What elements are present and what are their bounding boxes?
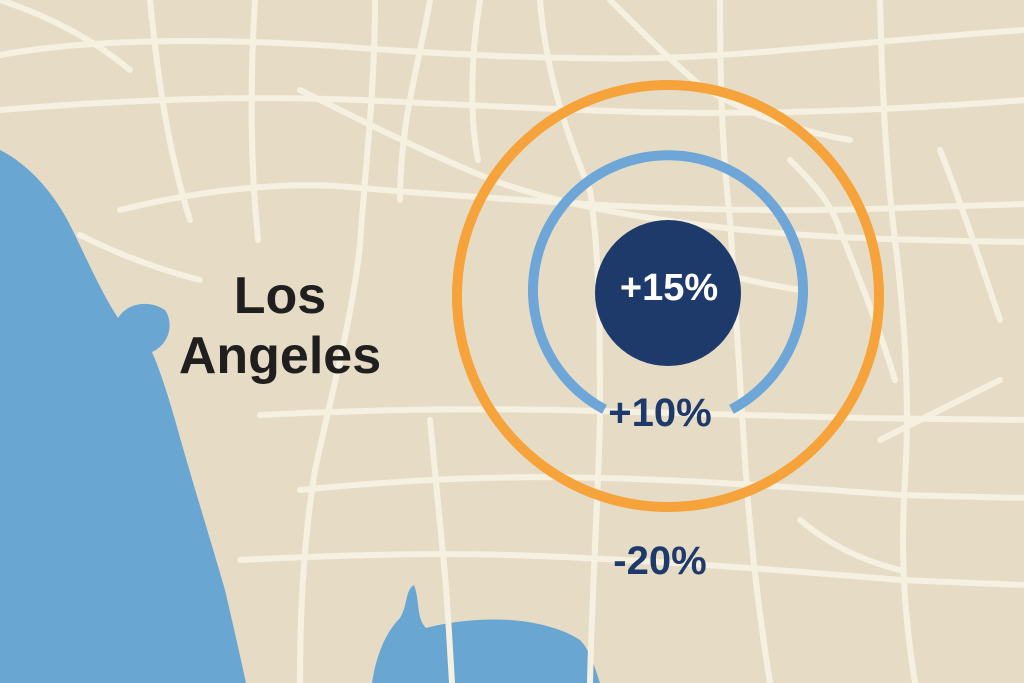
ocean-water bbox=[0, 150, 246, 683]
city-label: Los Angeles bbox=[150, 266, 410, 386]
city-label-line1: Los bbox=[233, 267, 327, 325]
inner-zone-marker bbox=[595, 220, 741, 366]
outer-zone-label: -20% bbox=[613, 539, 707, 583]
harbor-water bbox=[372, 585, 600, 683]
city-label-line2: Angeles bbox=[178, 327, 382, 385]
outer-zone-ring bbox=[452, 80, 884, 512]
middle-zone-ring bbox=[528, 150, 808, 414]
middle-zone-label: +10% bbox=[608, 391, 712, 435]
inner-zone-label: +15% bbox=[619, 267, 719, 309]
